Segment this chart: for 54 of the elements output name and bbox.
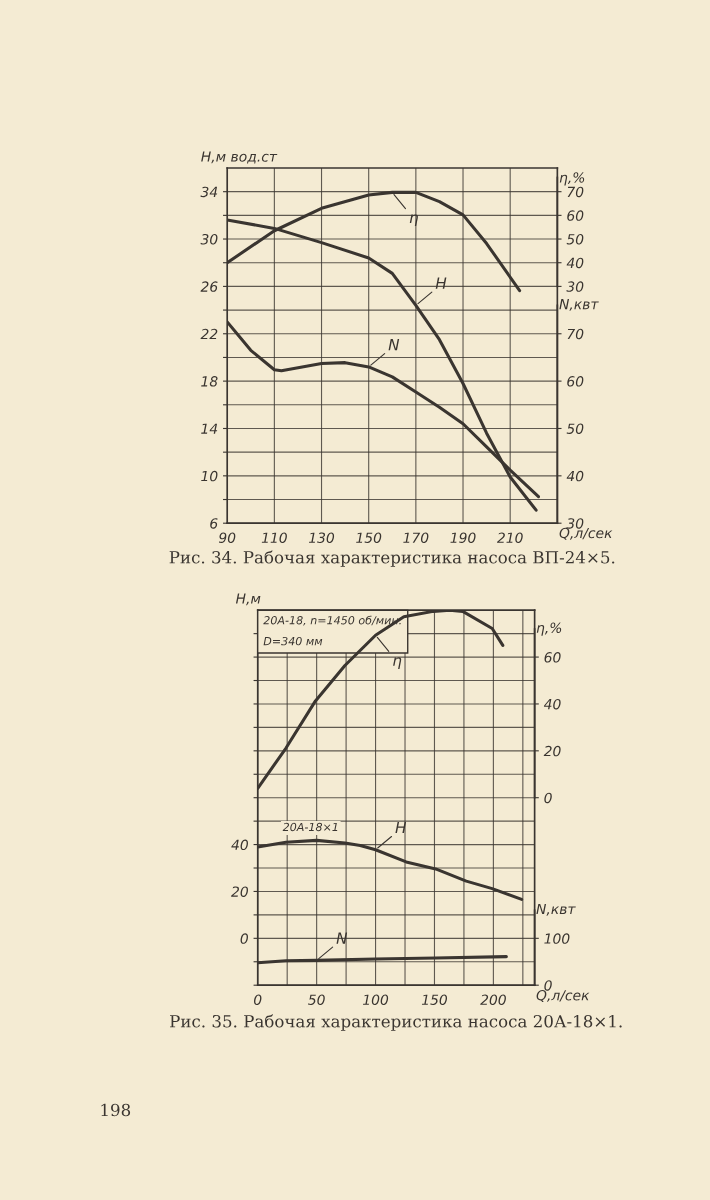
x-tick-label: 130 bbox=[308, 532, 335, 543]
y-tick-label: 30 bbox=[200, 234, 218, 245]
y3-tick-label: 30 bbox=[566, 518, 584, 529]
x-axis-title: Q,л/сек bbox=[536, 989, 590, 1003]
y-tick-label: 40 bbox=[231, 839, 248, 851]
y2-tick-label: 40 bbox=[543, 698, 561, 710]
x-tick-label: 200 bbox=[480, 994, 506, 1005]
y-tick-label: 34 bbox=[200, 186, 218, 198]
x-tick-label: 210 bbox=[496, 532, 523, 543]
y3-axis-title: N,квт bbox=[536, 903, 576, 916]
x-tick-label: 0 bbox=[254, 994, 262, 1005]
y3-tick-label: 100 bbox=[544, 933, 570, 944]
x-tick-label: 150 bbox=[356, 532, 382, 543]
y3-tick-label: 60 bbox=[567, 376, 584, 387]
y2-tick-label: 30 bbox=[566, 281, 584, 292]
y2-tick-label: 70 bbox=[567, 186, 584, 198]
x-tick-label: 90 bbox=[218, 532, 236, 543]
x-tick-label: 150 bbox=[421, 994, 448, 1005]
y3-tick-label: 40 bbox=[566, 470, 584, 482]
y2-axis-title: η,% bbox=[536, 622, 562, 636]
y3-axis-title: N,квт bbox=[559, 299, 599, 311]
y2-tick-label: 40 bbox=[566, 257, 584, 269]
y2-axis-title: η,% bbox=[559, 172, 585, 186]
y-tick-label: 6 bbox=[210, 518, 218, 529]
text: 198 bbox=[101, 1103, 131, 1117]
y-tick-label: 10 bbox=[201, 470, 218, 482]
x-axis-title: Q,л/сек bbox=[559, 527, 613, 540]
series-label: H bbox=[395, 821, 407, 834]
y2-tick-label: 60 bbox=[567, 210, 584, 221]
y2-tick-label: 50 bbox=[566, 234, 584, 245]
x-tick-label: 110 bbox=[261, 532, 287, 543]
y2-tick-label: 0 bbox=[544, 792, 552, 804]
text: Рис. 34. Рабочая характеристика насоса ВП-24×5. bbox=[169, 550, 615, 567]
y-axis-title: Н,м bbox=[235, 593, 261, 606]
y-tick-label: 26 bbox=[200, 281, 218, 292]
x-tick-label: 50 bbox=[308, 994, 325, 1005]
y-tick-label: 0 bbox=[240, 933, 248, 944]
y-axis-title: Н,м вод.ст bbox=[201, 151, 278, 164]
y3-tick-label: 0 bbox=[544, 980, 552, 991]
annotation: 20А-18×1 bbox=[282, 822, 338, 832]
y-tick-label: 20 bbox=[231, 886, 248, 897]
y2-tick-label: 20 bbox=[543, 745, 561, 757]
y3-tick-label: 50 bbox=[566, 423, 584, 434]
x-tick-label: 170 bbox=[403, 532, 429, 543]
y2-tick-label: 60 bbox=[544, 652, 561, 663]
y-tick-label: 22 bbox=[200, 328, 218, 340]
series-label: N bbox=[388, 339, 400, 351]
x-tick-label: 100 bbox=[362, 994, 389, 1005]
y-tick-label: 18 bbox=[201, 376, 218, 387]
y-tick-label: 14 bbox=[201, 423, 218, 434]
x-tick-label: 190 bbox=[450, 532, 476, 543]
legend-label: η bbox=[393, 657, 402, 670]
text: Рис. 35. Рабочая характеристика насоса 20А-18×1. bbox=[170, 1014, 622, 1031]
y3-tick-label: 70 bbox=[567, 328, 584, 340]
